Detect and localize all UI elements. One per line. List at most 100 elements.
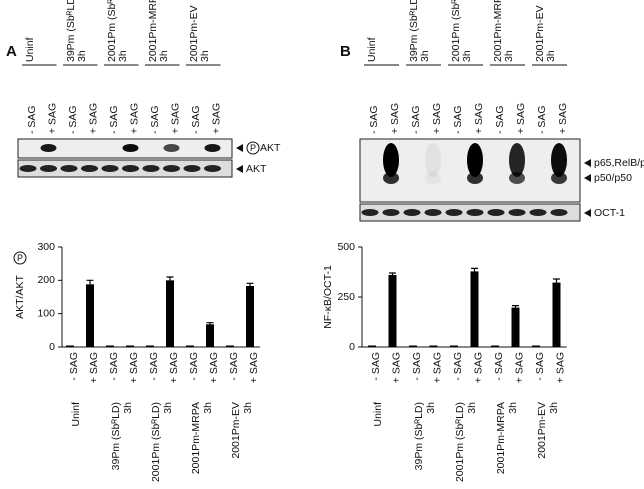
x-tick-label: + SAG: [168, 352, 180, 383]
blot-band: [204, 165, 221, 172]
bar: [511, 307, 520, 347]
phospho-symbol: P: [17, 253, 23, 263]
error-bar: [246, 282, 254, 286]
lane-label: - SAG: [536, 105, 548, 134]
y-tick-label: 100: [37, 307, 55, 319]
group-label: 2001Pm-EV: [536, 402, 548, 459]
group-label: 3h: [503, 50, 515, 62]
y-tick-label: 0: [349, 341, 355, 353]
bar: [146, 345, 154, 347]
group-label: 3h: [507, 402, 519, 414]
bar: [552, 282, 561, 347]
bar: [106, 345, 114, 347]
x-tick-label: + SAG: [88, 352, 100, 383]
group-label: Uninf: [70, 402, 82, 427]
group-label: 2001Pm (SbᴿLD): [450, 0, 462, 62]
lane-label: + SAG: [515, 103, 527, 134]
error-bar: [389, 272, 396, 275]
blot-band: [467, 143, 483, 177]
y-axis-label: NF-κB/OCT-1: [322, 265, 334, 329]
x-tick-label: - SAG: [188, 352, 200, 381]
blot-band: [40, 165, 57, 172]
x-tick-label: - SAG: [370, 352, 382, 381]
group-label: 2001Pm (SbᴿLD): [150, 402, 162, 482]
blot-band: [122, 144, 139, 152]
y-tick-label: 250: [337, 291, 355, 303]
bar: [368, 345, 376, 347]
group-label: 39Pm (SbᴿLD): [408, 0, 420, 62]
bar: [206, 324, 214, 347]
group-label: 3h: [545, 50, 557, 62]
x-tick-label: - SAG: [228, 352, 240, 381]
lane-label: + SAG: [128, 103, 140, 134]
lane-label: - SAG: [410, 105, 422, 134]
group-label: 3h: [199, 50, 211, 62]
y-tick-label: 300: [37, 241, 55, 253]
band-label: AKT: [246, 163, 267, 175]
lane-label: - SAG: [108, 105, 120, 134]
group-label: 39Pm (SbᴿLD): [413, 402, 425, 470]
lane-label: - SAG: [149, 105, 161, 134]
bar: [491, 345, 499, 347]
blot-band: [142, 165, 160, 172]
band-arrow: [584, 209, 591, 217]
group-label: 3h: [162, 402, 174, 414]
blot-band: [487, 209, 505, 216]
blot-band: [403, 209, 421, 216]
lane-label: - SAG: [368, 105, 380, 134]
bar: [409, 345, 417, 347]
blot-band: [424, 209, 442, 216]
x-tick-label: + SAG: [208, 352, 220, 383]
band-arrow: [236, 144, 243, 152]
group-label: 39Pm (SbᴿLD): [65, 0, 77, 62]
x-tick-label: + SAG: [554, 352, 566, 383]
lane-label: + SAG: [431, 103, 443, 134]
y-tick-label: 200: [37, 274, 55, 286]
bar: [388, 275, 397, 347]
y-axis-label: AKT/AKT: [14, 275, 26, 319]
group-label: Uninf: [366, 37, 378, 62]
error-bar: [512, 305, 519, 308]
group-label: 3h: [76, 50, 88, 62]
panel-label: A: [6, 43, 17, 60]
x-tick-label: - SAG: [411, 352, 423, 381]
lane-label: - SAG: [26, 105, 38, 134]
x-tick-label: - SAG: [148, 352, 160, 381]
group-label: 2001Pm-EV: [230, 402, 242, 459]
x-tick-label: + SAG: [472, 352, 484, 383]
group-label: 3h: [548, 402, 560, 414]
blot-band: [551, 172, 567, 184]
band-arrow: [236, 165, 243, 173]
group-label: 3h: [466, 402, 478, 414]
group-label: 39Pm (SbᴿLD): [110, 402, 122, 470]
error-bar: [206, 322, 214, 325]
blot-band: [383, 172, 399, 184]
y-tick-label: 0: [49, 341, 55, 353]
bar: [246, 286, 254, 347]
phospho-symbol: P: [250, 143, 256, 153]
band-label: AKT: [260, 142, 281, 154]
group-label: 2001Pm-EV: [534, 5, 546, 62]
group-label: 2001Pm-MRPA: [147, 0, 159, 62]
lane-label: + SAG: [210, 103, 222, 134]
blot-band: [508, 209, 526, 216]
lane-label: + SAG: [473, 103, 485, 134]
blot-band: [425, 143, 441, 177]
group-label: 3h: [461, 50, 473, 62]
error-bar: [86, 279, 94, 285]
lane-label: - SAG: [67, 105, 79, 134]
x-tick-label: - SAG: [68, 352, 80, 381]
lane-label: + SAG: [557, 103, 569, 134]
lane-label: + SAG: [87, 103, 99, 134]
blot-band: [101, 165, 119, 172]
blot-band: [382, 209, 400, 216]
blot-band: [163, 165, 180, 172]
bar: [166, 280, 174, 347]
group-label: 2001Pm-MRPA: [492, 0, 504, 62]
x-tick-label: - SAG: [493, 352, 505, 381]
group-label: 2001Pm-EV: [188, 5, 200, 62]
blot-band: [19, 165, 37, 172]
blot-band: [204, 144, 221, 152]
phospho-circle: [246, 141, 260, 155]
